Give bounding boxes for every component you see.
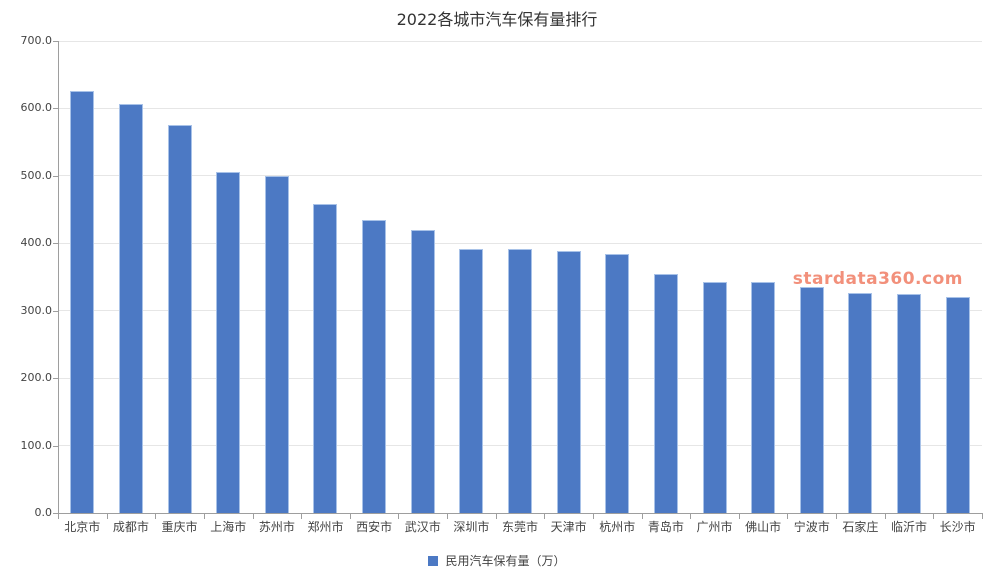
x-axis-tick xyxy=(155,514,157,519)
x-axis-tick xyxy=(106,514,108,519)
bar-深圳市 xyxy=(459,248,484,513)
x-axis-label-东莞市: 东莞市 xyxy=(501,520,538,534)
x-axis-label-佛山市: 佛山市 xyxy=(745,520,782,534)
x-axis-tick xyxy=(203,514,205,519)
bar-天津市 xyxy=(556,250,581,513)
y-axis-label: 200.0 xyxy=(20,371,53,385)
x-axis-tick xyxy=(544,514,546,519)
watermark: stardata360.com xyxy=(792,269,963,289)
x-axis-tick xyxy=(252,514,254,519)
gridline-600 xyxy=(58,107,982,109)
bar-成都市 xyxy=(118,104,143,513)
legend[interactable]: 民用汽车保有量（万） xyxy=(0,552,994,569)
bar-临沂市 xyxy=(897,293,922,513)
y-axis-label: 0.0 xyxy=(34,506,53,519)
x-axis-label-杭州市: 杭州市 xyxy=(599,520,636,534)
x-axis-label-临沂市: 临沂市 xyxy=(891,520,928,534)
x-axis-label-宁波市: 宁波市 xyxy=(793,520,830,534)
y-axis-line xyxy=(58,41,59,514)
y-axis-label: 700.0 xyxy=(20,34,53,47)
bar-广州市 xyxy=(702,281,727,513)
gridline-500 xyxy=(58,175,982,177)
x-axis-tick xyxy=(301,514,303,519)
bar-杭州市 xyxy=(605,254,630,513)
x-axis-label-天津市: 天津市 xyxy=(550,520,587,534)
y-axis-label: 400.0 xyxy=(20,236,53,250)
bar-青岛市 xyxy=(653,274,678,513)
x-axis-label-北京市: 北京市 xyxy=(64,520,101,534)
bar-上海市 xyxy=(216,172,241,513)
bar-长沙市 xyxy=(945,296,970,513)
x-axis-tick xyxy=(738,514,740,519)
y-axis-tick xyxy=(53,513,58,514)
y-axis-tick xyxy=(53,108,58,110)
x-axis-label-西安市: 西安市 xyxy=(356,520,393,534)
y-axis-tick xyxy=(53,310,58,312)
y-axis-tick xyxy=(53,175,58,177)
x-axis-tick xyxy=(933,514,935,519)
bar-东莞市 xyxy=(508,249,532,513)
x-axis-label-苏州市: 苏州市 xyxy=(258,520,295,534)
chart-title: 2022各城市汽车保有量排行 xyxy=(396,10,598,29)
x-axis-tick xyxy=(592,514,594,519)
bar-苏州市 xyxy=(264,175,289,513)
x-axis-tick xyxy=(836,514,838,519)
x-axis-tick xyxy=(884,514,886,519)
x-axis-tick xyxy=(58,514,59,519)
plot-area xyxy=(58,40,982,513)
x-axis-tick xyxy=(495,514,497,519)
x-axis-label-广州市: 广州市 xyxy=(696,520,733,534)
bar-西安市 xyxy=(362,219,387,513)
bar-郑州市 xyxy=(313,204,338,513)
y-axis-label: 300.0 xyxy=(20,303,53,317)
gridline-700 xyxy=(58,40,982,42)
x-axis-label-石家庄: 石家庄 xyxy=(842,520,879,534)
legend-label: 民用汽车保有量（万） xyxy=(445,554,566,568)
x-axis-tick xyxy=(690,514,692,519)
x-axis-tick xyxy=(447,514,449,519)
bar-宁波市 xyxy=(799,287,824,513)
x-axis-label-武汉市: 武汉市 xyxy=(404,520,441,534)
x-axis-tick xyxy=(349,514,351,519)
bar-武汉市 xyxy=(410,230,435,513)
y-axis-label: 100.0 xyxy=(20,438,53,452)
x-axis-label-成都市: 成都市 xyxy=(112,520,149,534)
x-axis-label-重庆市: 重庆市 xyxy=(161,520,198,534)
legend-swatch xyxy=(428,555,439,566)
x-axis-tick xyxy=(398,514,400,519)
x-axis-label-郑州市: 郑州市 xyxy=(307,520,344,534)
x-axis-label-深圳市: 深圳市 xyxy=(453,520,490,534)
bar-重庆市 xyxy=(167,124,192,513)
y-axis-label: 600.0 xyxy=(20,101,53,115)
bar-石家庄 xyxy=(848,293,873,513)
y-axis-tick xyxy=(53,378,58,380)
y-axis-tick xyxy=(53,243,58,245)
bar-佛山市 xyxy=(751,282,776,513)
x-axis-tick xyxy=(982,514,983,519)
y-axis-tick xyxy=(53,445,58,447)
x-axis-tick xyxy=(787,514,789,519)
x-axis-label-青岛市: 青岛市 xyxy=(647,520,684,534)
gridline-400 xyxy=(58,242,982,244)
y-axis-tick xyxy=(53,41,58,42)
x-axis-label-上海市: 上海市 xyxy=(210,520,247,534)
x-axis-label-长沙市: 长沙市 xyxy=(939,520,976,534)
y-axis-label: 500.0 xyxy=(20,168,53,182)
x-axis-line xyxy=(58,513,983,514)
x-axis-tick xyxy=(641,514,643,519)
bar-北京市 xyxy=(70,90,95,513)
